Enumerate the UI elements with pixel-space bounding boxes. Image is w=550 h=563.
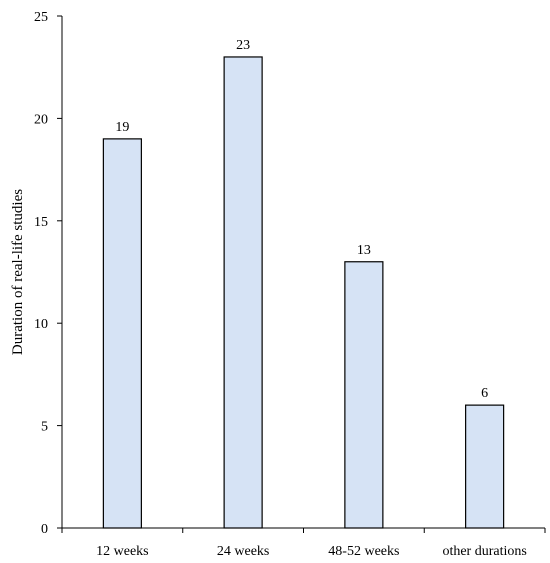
x-ticks xyxy=(61,528,546,533)
bar xyxy=(344,261,384,529)
y-tick-label: 25 xyxy=(34,10,48,25)
x-category-labels: 12 weeks 24 weeks 48-52 weeks other duratio… xyxy=(96,544,527,559)
y-tick-label: 0 xyxy=(41,522,48,537)
x-category-label: 48-52 weeks xyxy=(328,544,399,559)
y-tick-label: 10 xyxy=(34,317,48,332)
y-tick-label: 5 xyxy=(41,420,48,435)
bar-value-label: 13 xyxy=(357,243,371,258)
data-labels: 19 23 13 6 xyxy=(115,38,488,401)
y-tick-label: 20 xyxy=(34,112,48,127)
bar xyxy=(102,138,142,529)
bars xyxy=(102,56,505,529)
bar-value-label: 23 xyxy=(236,38,250,53)
x-category-label: 24 weeks xyxy=(217,544,270,559)
bar-value-label: 6 xyxy=(481,386,488,401)
bar xyxy=(223,56,263,529)
y-axis-label: Duration of real-life studies xyxy=(10,189,26,355)
x-category-label: 12 weeks xyxy=(96,544,149,559)
bar xyxy=(465,404,505,529)
y-ticks: 0 5 10 15 20 25 xyxy=(34,10,62,537)
bar-value-label: 19 xyxy=(115,120,129,135)
x-category-label: other durations xyxy=(442,544,526,559)
y-tick-label: 15 xyxy=(34,215,48,230)
